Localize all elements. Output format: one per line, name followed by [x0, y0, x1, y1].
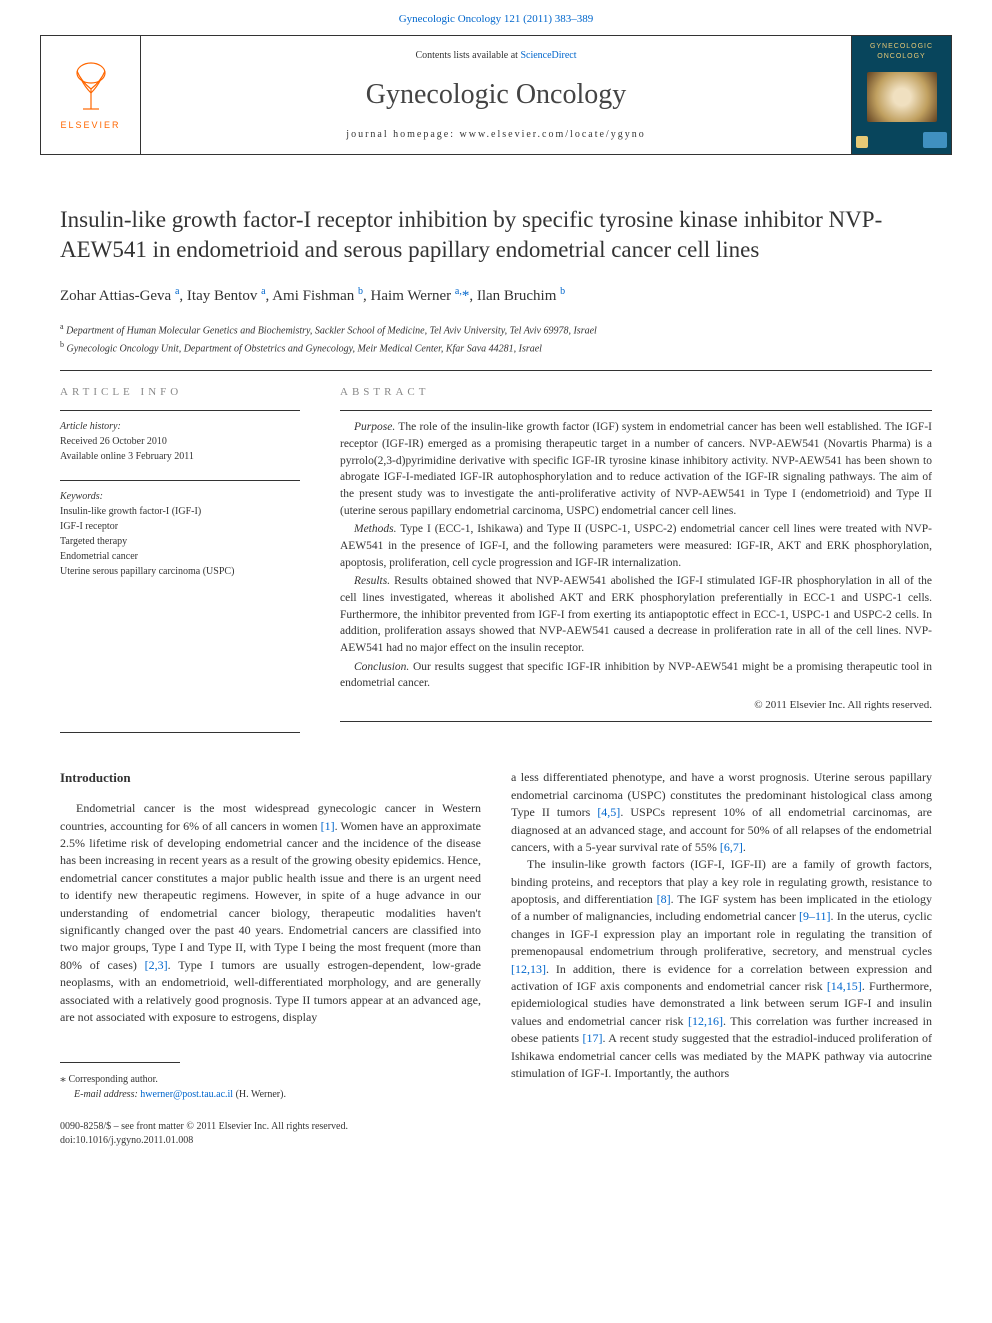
article-title: Insulin-like growth factor-I receptor in… — [60, 205, 932, 265]
publisher-name: ELSEVIER — [60, 119, 120, 132]
corresponding-email[interactable]: hwerner@post.tau.ac.il — [140, 1089, 233, 1100]
intro-paragraph-1: Endometrial cancer is the most widesprea… — [60, 800, 481, 1026]
doi-line: doi:10.1016/j.ygyno.2011.01.008 — [60, 1134, 481, 1148]
intro-paragraph-2: a less differentiated phenotype, and hav… — [511, 769, 932, 856]
column-right: a less differentiated phenotype, and hav… — [511, 769, 932, 1148]
divider — [60, 370, 932, 371]
publisher-logo-cell: ELSEVIER — [41, 36, 141, 154]
available-date: Available online 3 February 2011 — [60, 449, 300, 464]
keyword: Targeted therapy — [60, 534, 300, 549]
cover-ornament-icon — [856, 136, 868, 148]
affiliation-a: a Department of Human Molecular Genetics… — [60, 321, 932, 338]
abstract-text: Purpose. The role of the insulin-like gr… — [340, 419, 932, 692]
keyword: IGF-I receptor — [60, 519, 300, 534]
purpose-label: Purpose. — [354, 421, 395, 433]
elsevier-logo: ELSEVIER — [60, 59, 120, 132]
sciencedirect-link[interactable]: ScienceDirect — [520, 50, 576, 61]
corresponding-label: Corresponding author. — [69, 1074, 158, 1085]
column-left: Introduction Endometrial cancer is the m… — [60, 769, 481, 1148]
affiliations: a Department of Human Molecular Genetics… — [60, 321, 932, 356]
divider — [60, 1062, 180, 1063]
article-history: Article history: Received 26 October 201… — [60, 410, 300, 464]
article-info-panel: ARTICLE INFO Article history: Received 2… — [60, 385, 300, 723]
keyword: Insulin-like growth factor-I (IGF-I) — [60, 504, 300, 519]
contents-prefix: Contents lists available at — [415, 50, 520, 61]
cover-image — [867, 72, 937, 122]
intro-paragraph-3: The insulin-like growth factors (IGF-I, … — [511, 856, 932, 1082]
introduction-heading: Introduction — [60, 769, 481, 788]
abstract-heading: ABSTRACT — [340, 385, 932, 400]
homepage-prefix: journal homepage: — [346, 129, 459, 140]
cover-badge-icon — [923, 132, 947, 148]
journal-header: ELSEVIER Contents lists available at Sci… — [40, 35, 952, 155]
divider — [340, 410, 932, 411]
keywords-block: Keywords: Insulin-like growth factor-I (… — [60, 480, 300, 579]
cover-title: GYNECOLOGIC ONCOLOGY — [856, 42, 947, 62]
received-date: Received 26 October 2010 — [60, 434, 300, 449]
publication-meta: 0090-8258/$ – see front matter © 2011 El… — [60, 1120, 481, 1148]
abstract-panel: ABSTRACT Purpose. The role of the insuli… — [340, 385, 932, 723]
journal-citation[interactable]: Gynecologic Oncology 121 (2011) 383–389 — [0, 0, 992, 35]
history-label: Article history: — [60, 419, 300, 434]
keyword: Endometrial cancer — [60, 549, 300, 564]
authors-line: Zohar Attias-Geva a, Itay Bentov a, Ami … — [60, 285, 932, 307]
divider — [60, 732, 300, 733]
article-info-heading: ARTICLE INFO — [60, 385, 300, 400]
homepage-url[interactable]: www.elsevier.com/locate/ygyno — [460, 129, 646, 140]
body-columns: Introduction Endometrial cancer is the m… — [60, 769, 932, 1148]
affiliation-b: b Gynecologic Oncology Unit, Department … — [60, 339, 932, 356]
star-icon: ⁎ — [60, 1071, 66, 1085]
elsevier-tree-icon — [63, 59, 119, 115]
keywords-label: Keywords: — [60, 489, 300, 504]
methods-label: Methods. — [354, 523, 396, 535]
journal-name: Gynecologic Oncology — [366, 75, 627, 114]
email-label: E-mail address: — [74, 1089, 138, 1100]
homepage-line: journal homepage: www.elsevier.com/locat… — [346, 128, 645, 142]
corresponding-author-block: ⁎ Corresponding author. E-mail address: … — [60, 1056, 481, 1102]
abstract-copyright: © 2011 Elsevier Inc. All rights reserved… — [340, 698, 932, 713]
header-center: Contents lists available at ScienceDirec… — [141, 36, 851, 154]
methods-text: Type I (ECC-1, Ishikawa) and Type II (US… — [340, 523, 932, 568]
results-label: Results. — [354, 575, 390, 587]
divider — [340, 721, 932, 722]
issn-line: 0090-8258/$ – see front matter © 2011 El… — [60, 1120, 481, 1134]
journal-cover: GYNECOLOGIC ONCOLOGY — [851, 36, 951, 154]
conclusion-label: Conclusion. — [354, 661, 409, 673]
keyword: Uterine serous papillary carcinoma (USPC… — [60, 564, 300, 579]
contents-line: Contents lists available at ScienceDirec… — [415, 49, 576, 63]
email-who: (H. Werner). — [236, 1089, 286, 1100]
conclusion-text: Our results suggest that specific IGF-IR… — [340, 661, 932, 690]
results-text: Results obtained showed that NVP-AEW541 … — [340, 575, 932, 654]
purpose-text: The role of the insulin-like growth fact… — [340, 421, 932, 516]
